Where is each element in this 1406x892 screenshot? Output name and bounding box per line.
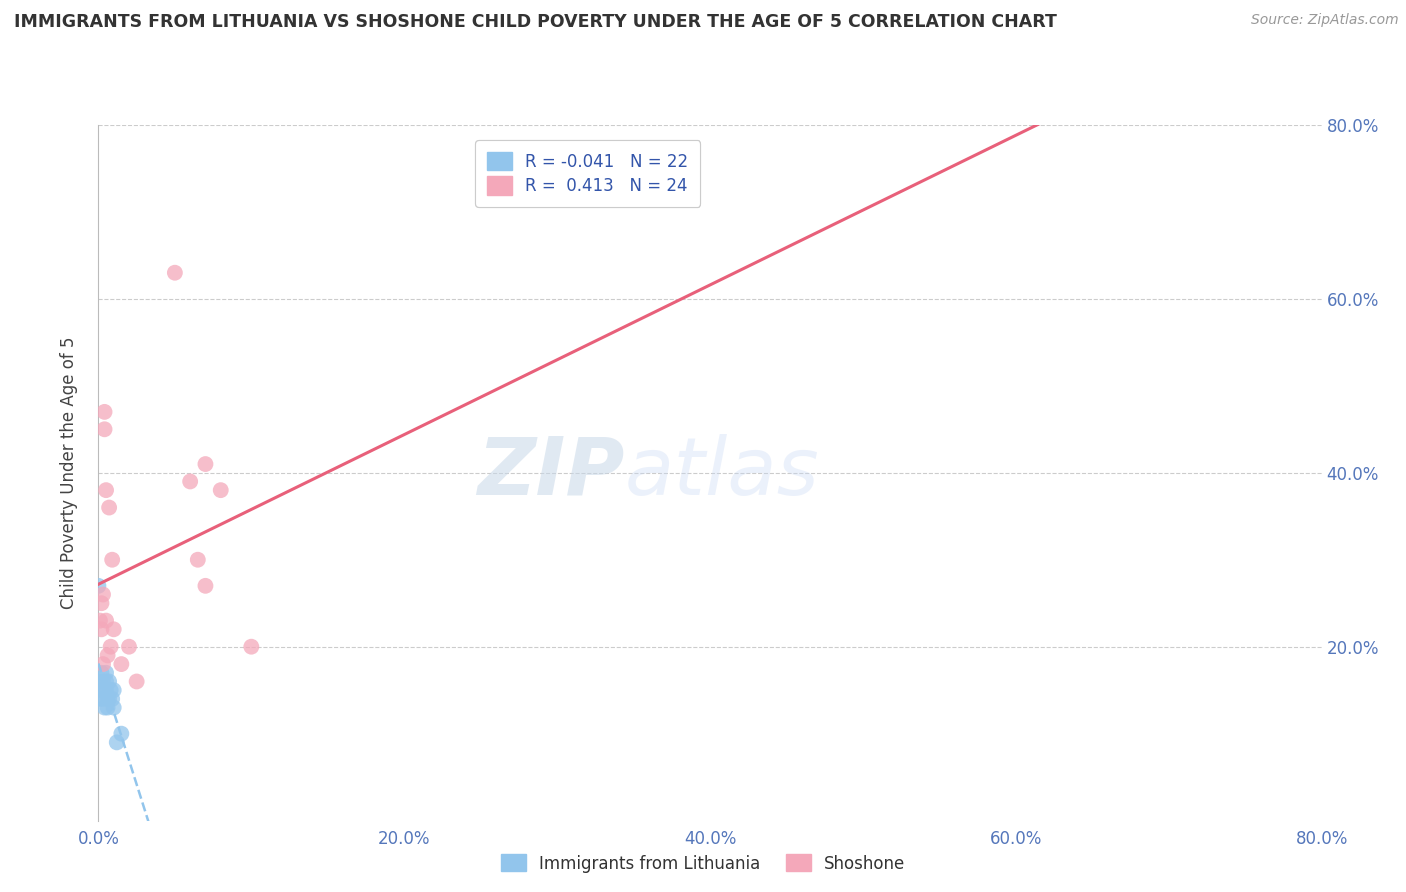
Point <box>93 422 115 436</box>
Legend: R = -0.041   N = 22, R =  0.413   N = 24: R = -0.041 N = 22, R = 0.413 N = 24 <box>475 140 700 207</box>
Point <box>94 614 117 628</box>
Point <box>163 266 186 280</box>
Text: atlas: atlas <box>624 434 820 512</box>
Point <box>101 692 124 706</box>
Point <box>93 700 115 714</box>
Point <box>97 648 120 663</box>
Point <box>87 579 110 593</box>
Point <box>118 640 141 654</box>
Point <box>91 587 114 601</box>
Y-axis label: Child Poverty Under the Age of 5: Child Poverty Under the Age of 5 <box>59 336 77 609</box>
Point <box>97 700 120 714</box>
Point <box>98 674 121 689</box>
Point <box>103 700 125 714</box>
Point <box>110 657 132 671</box>
Point <box>125 674 148 689</box>
Point <box>89 674 111 689</box>
Point <box>89 614 111 628</box>
Point <box>100 683 122 698</box>
Point <box>97 692 120 706</box>
Legend: Immigrants from Lithuania, Shoshone: Immigrants from Lithuania, Shoshone <box>495 847 911 880</box>
Point <box>110 726 132 740</box>
Point <box>94 674 117 689</box>
Point <box>94 665 117 680</box>
Text: ZIP: ZIP <box>477 434 624 512</box>
Point <box>93 405 115 419</box>
Point <box>90 683 112 698</box>
Point <box>94 483 117 497</box>
Point <box>91 674 114 689</box>
Point <box>209 483 232 497</box>
Point <box>89 692 111 706</box>
Point <box>101 552 124 567</box>
Text: Source: ZipAtlas.com: Source: ZipAtlas.com <box>1251 13 1399 28</box>
Point <box>93 683 115 698</box>
Point <box>187 552 209 567</box>
Point <box>90 665 112 680</box>
Point <box>194 457 217 471</box>
Point <box>105 735 128 749</box>
Point <box>98 500 121 515</box>
Point <box>100 640 122 654</box>
Point <box>98 692 121 706</box>
Point <box>194 579 217 593</box>
Point <box>91 657 114 671</box>
Point <box>179 475 201 489</box>
Point <box>94 683 117 698</box>
Text: IMMIGRANTS FROM LITHUANIA VS SHOSHONE CHILD POVERTY UNDER THE AGE OF 5 CORRELATI: IMMIGRANTS FROM LITHUANIA VS SHOSHONE CH… <box>14 13 1057 31</box>
Point <box>91 692 114 706</box>
Point <box>90 596 112 610</box>
Point <box>103 683 125 698</box>
Point <box>240 640 263 654</box>
Point <box>103 623 125 637</box>
Point <box>90 623 112 637</box>
